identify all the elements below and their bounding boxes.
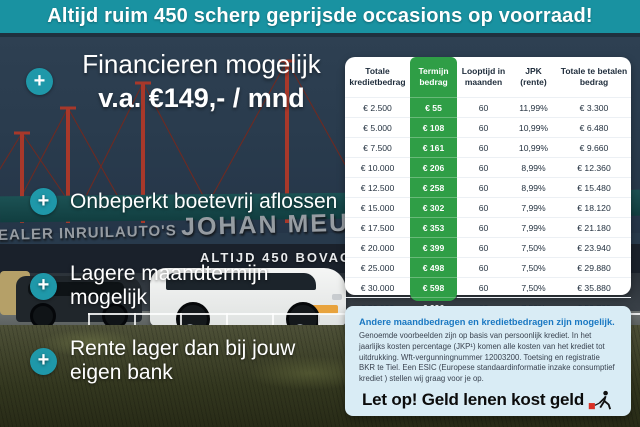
table-row: € 5.000 € 108 60 10,99% € 6.480	[345, 117, 631, 138]
cell-termijnbedrag: € 161	[410, 137, 457, 158]
table-row: € 7.500 € 161 60 10,99% € 9.660	[345, 137, 631, 158]
finance-headline: + Financieren mogelijk v.a. €149,- / mnd	[26, 48, 340, 116]
table-row: € 10.000 € 206 60 8,99% € 12.360	[345, 157, 631, 178]
cell-termijnbedrag: € 206	[410, 157, 457, 178]
cell-termijnbedrag: € 302	[410, 197, 457, 218]
headline-line2: v.a. €149,- / mnd	[98, 82, 305, 113]
credit-warning-text: Let op! Geld lenen kost geld	[361, 389, 585, 409]
cell-termijnbedrag: € 55	[410, 97, 457, 118]
cell-kredietbedrag: € 5.000	[345, 117, 410, 138]
table-row: € 12.500 € 258 60 8,99% € 15.480	[345, 177, 631, 198]
top-banner: Altijd ruim 450 scherp geprijsde occasio…	[0, 0, 640, 33]
table-row: € 17.500 € 353 60 7,99% € 21.180	[345, 217, 631, 238]
bullet-label: Onbeperkt boetevrij aflossen	[70, 189, 338, 213]
money-warning-icon	[588, 390, 612, 410]
cell-kredietbedrag: € 2.500	[345, 97, 410, 118]
cell-totaal: € 12.360	[557, 157, 631, 178]
cell-looptijd: 60	[457, 277, 510, 298]
plus-icon: +	[30, 347, 57, 375]
license-plate	[308, 305, 338, 314]
cell-kredietbedrag: € 12.500	[345, 177, 410, 198]
cell-looptijd: 60	[457, 197, 510, 218]
plus-icon: +	[30, 188, 57, 215]
cell-looptijd: 60	[457, 217, 510, 238]
table-row: € 25.000 € 498 60 7,50% € 29.880	[345, 257, 631, 278]
cell-termijnbedrag: € 399	[410, 237, 457, 258]
cell-totaal: € 35.880	[557, 277, 631, 298]
cell-jpk: 7,50%	[510, 257, 557, 278]
cell-looptijd: 60	[457, 257, 510, 278]
promo-bullet-maandtermijn: + Lagere maandtermijn mogelijk	[30, 262, 350, 310]
cell-jpk: 10,99%	[510, 117, 557, 138]
cell-looptijd: 60	[457, 237, 510, 258]
cell-termijnbedrag: € 598	[410, 277, 457, 298]
cell-jpk: 7,50%	[510, 277, 557, 298]
cell-jpk: 7,99%	[510, 197, 557, 218]
cell-jpk: 11,99%	[510, 97, 557, 118]
cell-jpk: 8,99%	[510, 157, 557, 178]
cell-looptijd: 60	[457, 177, 510, 198]
cell-kredietbedrag: € 20.000	[345, 237, 410, 258]
cell-totaal: € 18.120	[557, 197, 631, 218]
col-header-termijnbedrag: Termijn bedrag	[418, 65, 449, 87]
cell-jpk: 8,99%	[510, 177, 557, 198]
cell-kredietbedrag: € 17.500	[345, 217, 410, 238]
cell-looptijd: 60	[457, 157, 510, 178]
cell-looptijd: 60	[457, 97, 510, 118]
col-header-looptijd: Looptijd in maanden	[461, 65, 506, 87]
cell-totaal: € 15.480	[557, 177, 631, 198]
col-header-jpk: JPK (rente)	[520, 65, 547, 87]
credit-warning: Let op! Geld lenen kost geld	[353, 390, 623, 410]
banner-underline	[0, 33, 640, 37]
promo-bullet-aflossen: + Onbeperkt boetevrij aflossen	[30, 188, 350, 215]
cell-termijnbedrag: € 258	[410, 177, 457, 198]
col-header-totaal: Totale te betalen bedrag	[560, 65, 628, 87]
promo-bullet-rente: + Rente lager dan bij jouw eigen bank	[30, 337, 350, 385]
dealer-sign-prefix: DEALER INRUILAUTO'S	[0, 222, 177, 245]
table-header-row: Totale kredietbedrag Termijn bedrag Loop…	[345, 57, 631, 98]
cell-totaal: € 23.940	[557, 237, 631, 258]
table-row: € 30.000 € 598 60 7,50% € 35.880	[345, 277, 631, 298]
cell-jpk: 10,99%	[510, 137, 557, 158]
cell-totaal: € 3.300	[557, 97, 631, 118]
disclaimer-heading: Andere maandbedragen en kredietbedragen …	[359, 317, 615, 327]
cell-totaal: € 29.880	[557, 257, 631, 278]
cell-kredietbedrag: € 25.000	[345, 257, 410, 278]
disclaimer-body: Genoemde voorbeelden zijn op basis van p…	[359, 331, 615, 383]
plus-icon: +	[30, 272, 57, 300]
cell-kredietbedrag: € 10.000	[345, 157, 410, 178]
cell-totaal: € 6.480	[557, 117, 631, 138]
cell-termijnbedrag: € 498	[410, 257, 457, 278]
disclaimer-panel: Andere maandbedragen en kredietbedragen …	[345, 306, 631, 416]
table-row: € 15.000 € 302 60 7,99% € 18.120	[345, 197, 631, 218]
cell-jpk: 7,50%	[510, 237, 557, 258]
cell-kredietbedrag: € 7.500	[345, 137, 410, 158]
headline-line1: Financieren mogelijk	[82, 49, 321, 79]
plus-icon: +	[26, 68, 53, 96]
cell-totaal: € 21.180	[557, 217, 631, 238]
finance-table-card: Totale kredietbedrag Termijn bedrag Loop…	[345, 57, 631, 317]
bullet-label: Lagere maandtermijn mogelijk	[70, 262, 269, 309]
cell-kredietbedrag: € 15.000	[345, 197, 410, 218]
cell-termijnbedrag: € 353	[410, 217, 457, 238]
cell-totaal: € 9.660	[557, 137, 631, 158]
cell-termijnbedrag: € 108	[410, 117, 457, 138]
cell-looptijd: 60	[457, 117, 510, 138]
cell-kredietbedrag: € 30.000	[345, 277, 410, 298]
bullet-label: Rente lager dan bij jouw eigen bank	[70, 337, 296, 384]
cell-looptijd: 60	[457, 137, 510, 158]
cell-jpk: 7,99%	[510, 217, 557, 238]
table-row: € 2.500 € 55 60 11,99% € 3.300	[345, 97, 631, 118]
finance-table: Totale kredietbedrag Termijn bedrag Loop…	[345, 57, 631, 317]
col-header-kredietbedrag: Totale kredietbedrag	[349, 65, 406, 87]
table-row: € 20.000 € 399 60 7,50% € 23.940	[345, 237, 631, 258]
